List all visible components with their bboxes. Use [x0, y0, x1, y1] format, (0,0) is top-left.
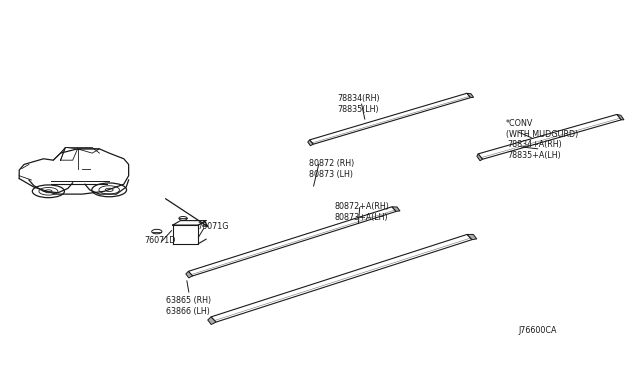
Text: 78834(RH)
78835(LH): 78834(RH) 78835(LH)	[337, 94, 380, 114]
Polygon shape	[208, 317, 216, 324]
Polygon shape	[467, 93, 474, 97]
Text: 78834+A(RH)
78835+A(LH): 78834+A(RH) 78835+A(LH)	[508, 140, 563, 160]
Text: 63865 (RH)
63866 (LH): 63865 (RH) 63866 (LH)	[166, 296, 212, 316]
Polygon shape	[617, 115, 624, 120]
Text: J76600CA: J76600CA	[518, 326, 557, 335]
Polygon shape	[477, 154, 483, 161]
Polygon shape	[392, 207, 400, 211]
Polygon shape	[186, 271, 193, 278]
Text: *CONV
(WITH MUDGURD): *CONV (WITH MUDGURD)	[506, 119, 578, 139]
Text: 80872+A(RH)
80873+A(LH): 80872+A(RH) 80873+A(LH)	[335, 202, 390, 222]
Text: 76071G: 76071G	[197, 222, 228, 231]
Polygon shape	[308, 140, 314, 146]
Text: 76071D: 76071D	[144, 236, 175, 245]
Polygon shape	[467, 234, 477, 240]
Text: 80872 (RH)
80873 (LH): 80872 (RH) 80873 (LH)	[309, 159, 355, 179]
